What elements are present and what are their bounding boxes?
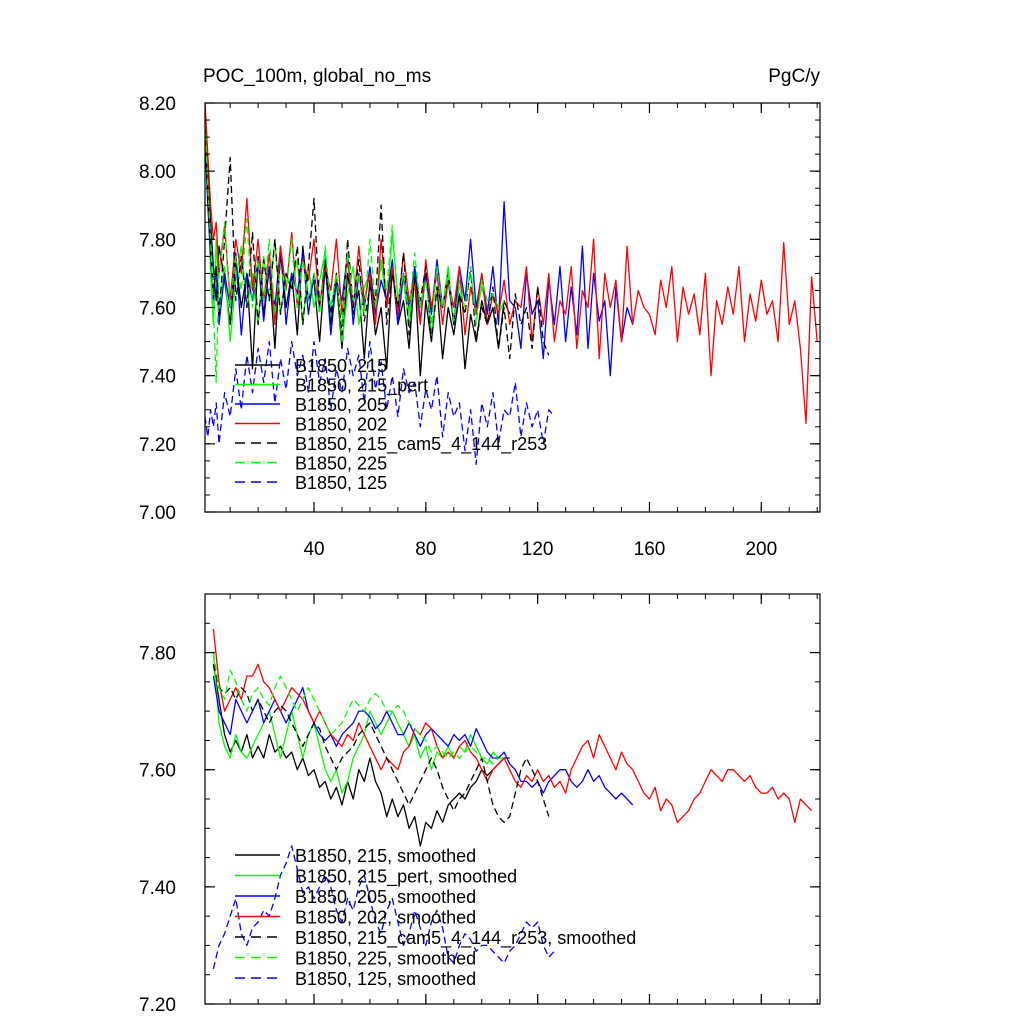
top-x-tick-label: 120 — [522, 539, 554, 560]
top-legend-label-b1850-205: B1850, 205 — [295, 395, 387, 415]
bot-y-tick-label: 7.20 — [139, 995, 176, 1016]
bottom-ticks: 7.20 7.40 7.60 7.80 — [139, 594, 820, 1016]
bot-series-line-b1850-202-smoothed — [212, 629, 813, 824]
top-legend-label-b1850-215-cam5-4-144-r253: B1850, 215_cam5_4_144_r253 — [295, 434, 547, 455]
top-series-line-b1850-215-cam5-4-144-r253 — [205, 130, 550, 360]
top-legend-label-b1850-215: B1850, 215 — [295, 356, 387, 376]
top-y-tick-label: 7.40 — [139, 367, 176, 388]
top-x-tick-label: 80 — [415, 539, 436, 560]
bot-legend-label-b1850-215-smoothed: B1850, 215, smoothed — [295, 846, 476, 866]
bot-legend-label-b1850-125-smoothed: B1850, 125, smoothed — [295, 969, 476, 989]
bot-series-line-b1850-215-smoothed — [212, 664, 510, 847]
top-legend-label-b1850-125: B1850, 125 — [295, 473, 387, 493]
top-series-line-b1850-225 — [205, 123, 500, 384]
bot-legend-label-b1850-215-pert-smoothed: B1850, 215_pert, smoothed — [295, 867, 517, 888]
top-y-tick-label: 7.80 — [139, 230, 176, 251]
bot-y-tick-label: 7.80 — [139, 644, 176, 665]
bot-legend-label-b1850-225-smoothed: B1850, 225, smoothed — [295, 949, 476, 969]
top-legend-label-b1850-202: B1850, 202 — [295, 415, 387, 435]
bottom-plot-area — [212, 629, 813, 970]
bot-legend-label-b1850-202-smoothed: B1850, 202, smoothed — [295, 908, 476, 928]
top-legend-label-b1850-225: B1850, 225 — [295, 454, 387, 474]
top-ticks: 40 80 120 160 200 7.00 7.20 7.40 7.60 7.80 8.00 8.2… — [139, 94, 820, 560]
top-y-tick-label: 7.20 — [139, 435, 176, 456]
bottom-panel: 7.207.407.607.80 B1850, 215, smoothedB18… — [139, 593, 821, 1016]
top-y-tick-label: 7.00 — [139, 503, 176, 524]
bot-y-tick-label: 7.40 — [139, 878, 176, 899]
bot-legend-label-b1850-205-smoothed: B1850, 205, smoothed — [295, 887, 476, 907]
bot-series-line-b1850-205-smoothed — [212, 675, 634, 806]
top-legend-label-b1850-215-pert: B1850, 215_pert — [295, 376, 428, 397]
top-y-tick-label: 8.20 — [139, 94, 176, 115]
bot-series-line-b1850-215-cam5-4-144-r253-smoothed — [212, 664, 550, 824]
top-plot-area — [205, 103, 818, 465]
bot-series-line-b1850-225-smoothed — [212, 652, 499, 765]
bot-legend-label-b1850-215-cam5-4-144-r253-smoothed: B1850, 215_cam5_4_144_r253, smoothed — [295, 928, 636, 949]
top-y-tick-label: 7.60 — [139, 299, 176, 320]
top-title-right: PgC/y — [768, 66, 820, 87]
top-panel: POC_100m, global_no_ms PgC/y 40 80 120 160 2… — [139, 66, 821, 560]
top-x-tick-label: 40 — [303, 539, 324, 560]
top-title-left: POC_100m, global_no_ms — [203, 66, 431, 87]
top-y-tick-label: 8.00 — [139, 162, 176, 183]
top-x-tick-label: 200 — [745, 539, 777, 560]
bot-y-tick-label: 7.60 — [139, 761, 176, 782]
top-x-tick-label: 160 — [634, 539, 666, 560]
